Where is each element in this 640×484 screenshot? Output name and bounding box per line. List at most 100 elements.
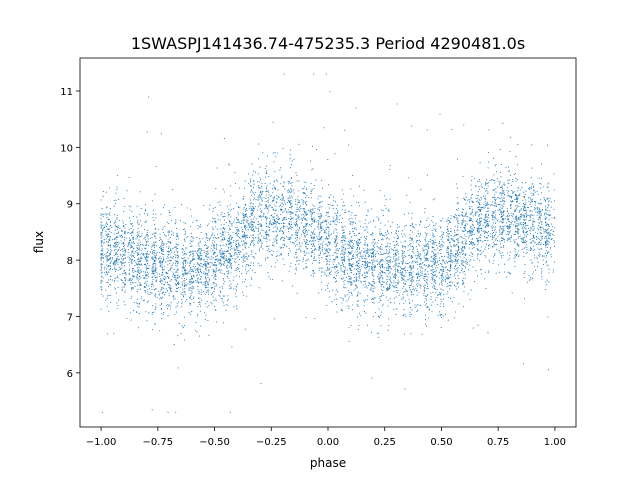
data-point	[526, 224, 528, 227]
data-point	[505, 234, 507, 236]
data-point	[408, 212, 410, 214]
data-point	[251, 209, 253, 211]
data-point	[145, 252, 147, 254]
data-point	[329, 249, 331, 251]
data-point	[474, 244, 476, 246]
data-point	[544, 212, 546, 214]
data-point	[536, 214, 538, 216]
data-point	[499, 182, 501, 184]
data-point	[448, 236, 450, 238]
data-point	[117, 286, 119, 288]
data-point	[411, 217, 413, 219]
data-point	[216, 285, 218, 287]
data-point	[181, 248, 183, 250]
data-point	[499, 211, 501, 213]
data-point	[265, 218, 267, 220]
data-point	[131, 252, 133, 254]
data-point	[242, 228, 244, 231]
data-point	[302, 203, 304, 206]
data-point	[412, 256, 414, 258]
data-point	[312, 220, 314, 222]
data-point	[102, 295, 104, 297]
data-point	[321, 225, 323, 227]
data-point	[358, 241, 360, 243]
data-point	[202, 238, 204, 240]
data-point	[486, 237, 489, 239]
data-point	[116, 235, 118, 237]
data-point	[447, 319, 449, 321]
data-point	[473, 177, 475, 179]
data-point	[498, 213, 501, 215]
data-point	[273, 227, 275, 229]
data-point	[329, 267, 331, 270]
data-point	[104, 253, 106, 256]
data-point	[172, 262, 174, 264]
data-point	[411, 212, 413, 214]
data-point	[373, 219, 375, 221]
data-point	[306, 265, 308, 268]
data-point	[319, 225, 321, 227]
data-point	[152, 244, 154, 246]
data-point	[228, 272, 230, 275]
data-point	[540, 247, 542, 250]
data-point	[409, 202, 411, 204]
data-point	[155, 245, 158, 247]
data-point	[200, 325, 202, 327]
data-point	[190, 236, 193, 238]
data-point	[290, 164, 292, 166]
data-point	[485, 179, 488, 181]
data-point	[200, 258, 202, 260]
data-point	[222, 322, 225, 324]
data-point	[151, 281, 153, 283]
data-point	[206, 248, 209, 250]
data-point	[477, 180, 479, 182]
data-point	[301, 242, 303, 244]
data-point	[260, 226, 262, 228]
data-point	[206, 274, 208, 276]
data-point	[327, 159, 329, 161]
data-point	[512, 201, 514, 203]
data-point	[163, 259, 165, 261]
data-point	[548, 190, 550, 192]
data-point	[440, 327, 442, 329]
data-point	[207, 272, 209, 275]
data-point	[416, 276, 418, 278]
data-point	[176, 227, 178, 229]
data-point	[150, 246, 152, 248]
data-point	[401, 279, 403, 281]
data-point	[517, 233, 519, 235]
data-point	[287, 200, 289, 202]
data-point	[415, 261, 417, 264]
data-point	[316, 236, 318, 238]
data-point	[332, 219, 334, 222]
data-point	[511, 190, 513, 192]
data-point	[223, 283, 225, 285]
data-point	[394, 244, 396, 246]
data-point	[401, 271, 404, 273]
data-point	[312, 271, 314, 273]
data-point	[343, 255, 345, 258]
data-point	[448, 278, 450, 280]
data-point	[488, 129, 490, 131]
data-point	[340, 270, 342, 272]
data-point	[462, 250, 464, 253]
data-point	[388, 238, 390, 240]
data-point	[170, 248, 172, 250]
data-point	[544, 228, 546, 231]
data-point	[374, 282, 376, 284]
data-point	[425, 243, 427, 245]
data-point	[199, 278, 201, 280]
data-point	[310, 189, 312, 191]
data-point	[442, 269, 444, 271]
data-point	[419, 254, 421, 256]
data-point	[410, 272, 412, 274]
data-point	[306, 259, 308, 261]
data-point	[242, 197, 245, 199]
data-point	[380, 209, 383, 211]
data-point	[532, 201, 534, 203]
data-point	[544, 218, 546, 220]
data-point	[105, 272, 107, 274]
data-point	[151, 277, 153, 279]
data-point	[296, 217, 298, 219]
data-point	[453, 244, 455, 246]
